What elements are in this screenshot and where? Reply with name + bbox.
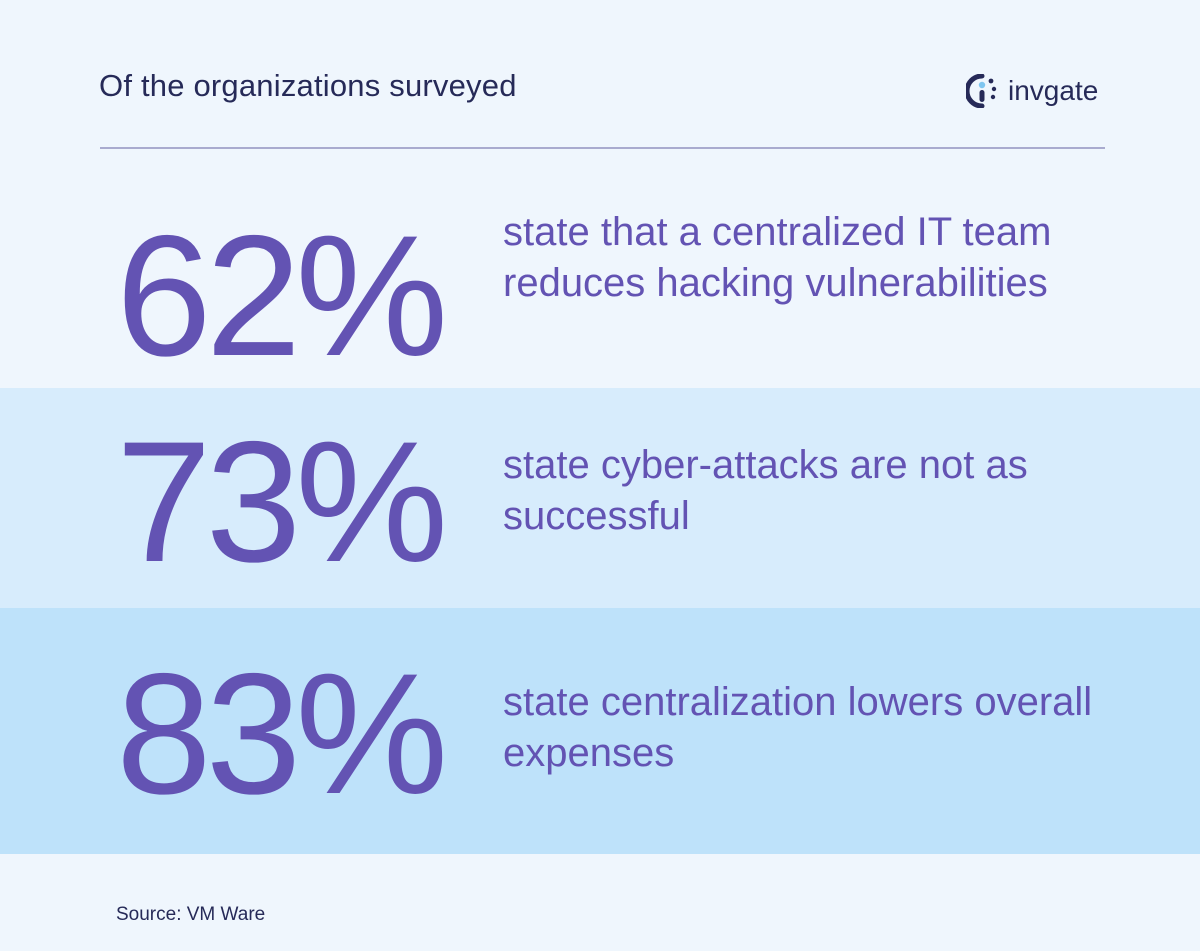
logo-text: invgate — [1008, 75, 1099, 106]
header-divider — [100, 147, 1105, 149]
stat-description: state that a centralized IT team reduces… — [503, 210, 1052, 305]
brand-logo: invgate — [966, 74, 1098, 108]
page-title: Of the organizations surveyed — [99, 68, 517, 103]
stat-percent: 83% — [116, 638, 448, 830]
stat-description: state centralization lowers overall expe… — [503, 680, 1093, 775]
stat-description: state cyber-attacks are not as successfu… — [503, 443, 1028, 538]
header: Of the organizations surveyed invgate — [0, 0, 1200, 150]
stat-row: 62% state that a centralized IT team red… — [0, 190, 1200, 388]
invgate-logo-icon — [966, 74, 997, 108]
stat-row: 73% state cyber-attacks are not as succe… — [0, 388, 1200, 608]
stat-percent: 73% — [116, 406, 448, 598]
stat-percent: 62% — [116, 200, 448, 392]
source-note: Source: VM Ware — [116, 904, 266, 925]
stat-row: 83% state centralization lowers overall … — [0, 608, 1200, 854]
